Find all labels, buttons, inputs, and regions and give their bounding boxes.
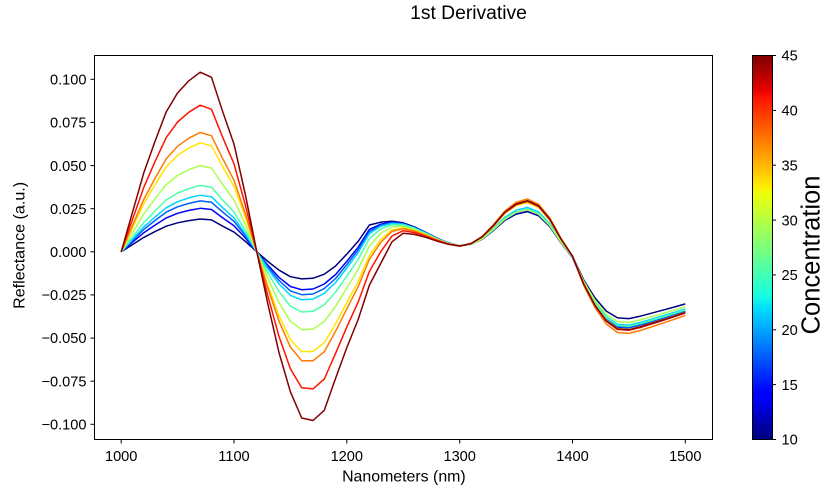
svg-text:−0.025: −0.025 <box>41 288 86 304</box>
svg-text:25: 25 <box>782 268 798 284</box>
svg-text:1100: 1100 <box>218 449 249 465</box>
svg-text:40: 40 <box>782 104 798 120</box>
svg-text:−0.075: −0.075 <box>41 374 86 390</box>
svg-text:1500: 1500 <box>669 449 701 465</box>
svg-text:30: 30 <box>782 213 798 229</box>
svg-text:Concentration: Concentration <box>798 176 826 335</box>
svg-text:15: 15 <box>782 378 798 394</box>
svg-text:1000: 1000 <box>105 449 137 465</box>
svg-text:0.100: 0.100 <box>50 73 87 89</box>
svg-text:0.050: 0.050 <box>50 159 87 175</box>
svg-text:Reflectance (a.u.): Reflectance (a.u.) <box>11 182 29 309</box>
svg-text:10: 10 <box>782 433 798 449</box>
svg-text:0.025: 0.025 <box>50 202 87 218</box>
svg-text:0.075: 0.075 <box>50 116 87 132</box>
svg-text:1300: 1300 <box>443 449 475 465</box>
svg-text:1400: 1400 <box>556 449 588 465</box>
svg-text:Nanometers (nm): Nanometers (nm) <box>342 469 466 486</box>
svg-text:0.000: 0.000 <box>50 245 87 261</box>
svg-text:1200: 1200 <box>331 449 363 465</box>
svg-text:−0.050: −0.050 <box>41 331 86 347</box>
svg-text:1st Derivative: 1st Derivative <box>410 3 527 24</box>
svg-text:−0.100: −0.100 <box>41 418 86 434</box>
svg-text:20: 20 <box>782 323 798 339</box>
svg-text:35: 35 <box>782 158 798 174</box>
svg-text:45: 45 <box>782 49 798 65</box>
